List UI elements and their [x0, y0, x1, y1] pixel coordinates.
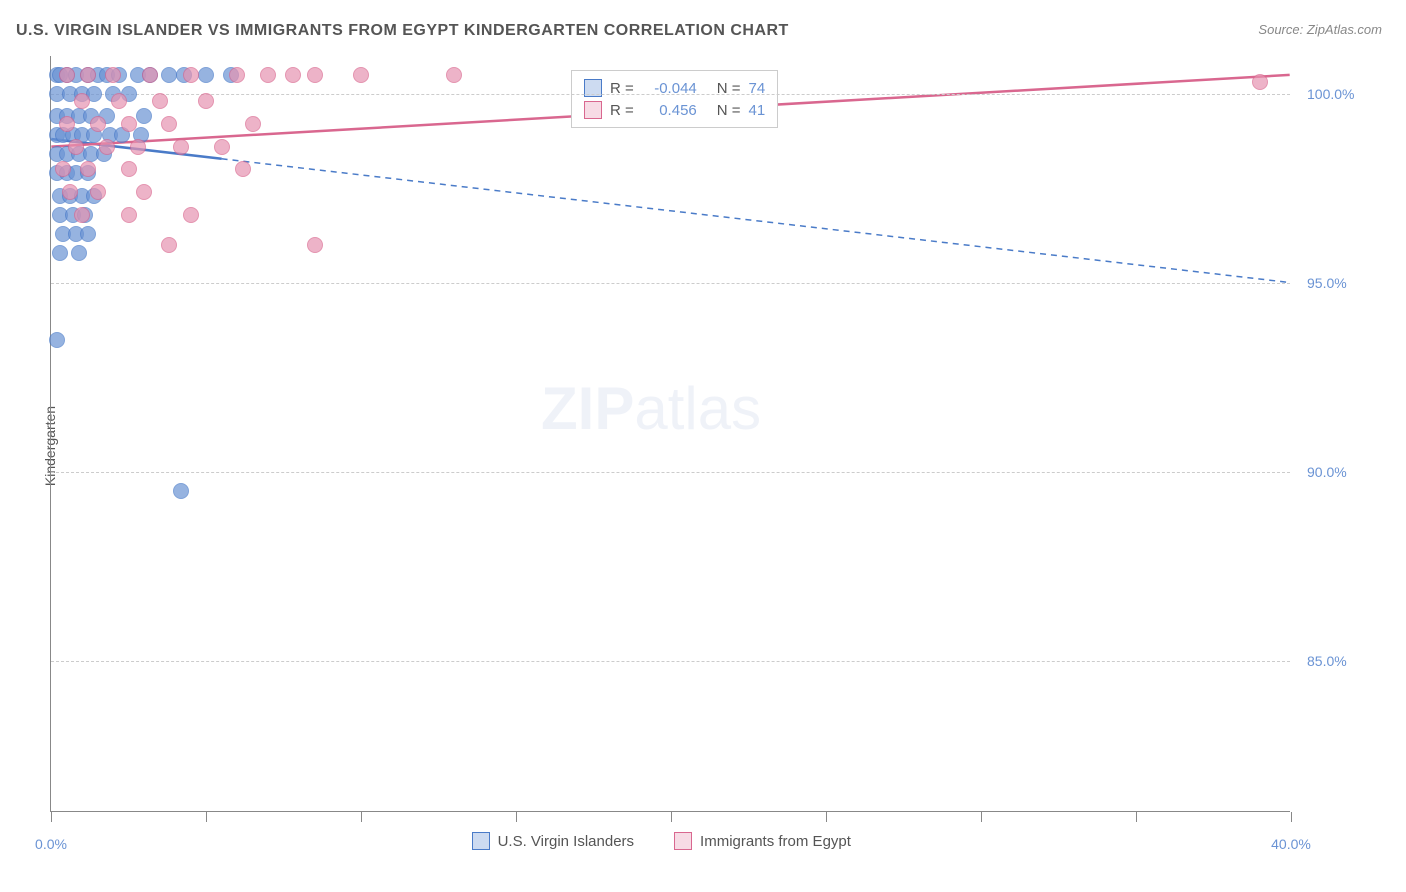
- r-label: R =: [610, 102, 634, 119]
- legend-swatch-usvi: [472, 832, 490, 850]
- data-point-egypt: [74, 207, 90, 223]
- chart-container: U.S. VIRGIN ISLANDER VS IMMIGRANTS FROM …: [0, 0, 1406, 892]
- source-label: Source:: [1258, 22, 1303, 37]
- x-tick-mark: [1291, 812, 1292, 822]
- x-tick-mark: [1136, 812, 1137, 822]
- data-point-egypt: [307, 237, 323, 253]
- data-point-egypt: [130, 139, 146, 155]
- data-point-egypt: [260, 67, 276, 83]
- data-point-usvi: [173, 483, 189, 499]
- y-tick-label: 90.0%: [1307, 464, 1347, 480]
- data-point-egypt: [121, 161, 137, 177]
- correlation-legend: R =-0.044N =74 R = 0.456 N = 41: [571, 70, 778, 128]
- data-point-egypt: [99, 139, 115, 155]
- data-point-egypt: [74, 93, 90, 109]
- data-point-egypt: [90, 116, 106, 132]
- data-point-egypt: [68, 139, 84, 155]
- chart-title: U.S. VIRGIN ISLANDER VS IMMIGRANTS FROM …: [16, 22, 789, 40]
- data-point-egypt: [161, 116, 177, 132]
- data-point-egypt: [161, 237, 177, 253]
- data-point-egypt: [198, 93, 214, 109]
- data-point-egypt: [173, 139, 189, 155]
- data-point-egypt: [229, 67, 245, 83]
- data-point-usvi: [71, 245, 87, 261]
- legend-item-usvi: U.S. Virgin Islanders: [472, 832, 634, 850]
- correlation-row-usvi: R =-0.044N =74: [584, 77, 765, 99]
- legend-swatch-egypt: [584, 101, 602, 119]
- data-point-egypt: [80, 67, 96, 83]
- plot-area: ZIPatlas R =-0.044N =74R =0.456N =41 85.…: [50, 56, 1290, 812]
- r-value-egypt: 0.456: [642, 102, 697, 119]
- data-point-egypt: [121, 116, 137, 132]
- data-point-usvi: [136, 108, 152, 124]
- data-point-egypt: [285, 67, 301, 83]
- n-value-egypt: 41: [749, 102, 766, 119]
- data-point-egypt: [55, 161, 71, 177]
- data-point-egypt: [183, 207, 199, 223]
- data-point-egypt: [121, 207, 137, 223]
- x-tick-label: 0.0%: [35, 836, 67, 852]
- data-point-egypt: [105, 67, 121, 83]
- data-point-egypt: [136, 184, 152, 200]
- x-tick-mark: [516, 812, 517, 822]
- data-point-egypt: [152, 93, 168, 109]
- data-point-egypt: [353, 67, 369, 83]
- gridline: [51, 472, 1290, 473]
- correlation-row-egypt: R = 0.456 N = 41: [584, 99, 765, 121]
- data-point-egypt: [214, 139, 230, 155]
- gridline: [51, 661, 1290, 662]
- data-point-usvi: [49, 332, 65, 348]
- x-tick-mark: [981, 812, 982, 822]
- data-point-egypt: [59, 116, 75, 132]
- gridline: [51, 94, 1290, 95]
- trend-line-dashed-usvi: [222, 159, 1290, 283]
- x-tick-label: 40.0%: [1271, 836, 1311, 852]
- data-point-egypt: [111, 93, 127, 109]
- data-point-egypt: [142, 67, 158, 83]
- data-point-egypt: [62, 184, 78, 200]
- n-label: N =: [717, 102, 741, 119]
- data-point-usvi: [161, 67, 177, 83]
- data-point-egypt: [245, 116, 261, 132]
- x-tick-mark: [671, 812, 672, 822]
- x-tick-mark: [206, 812, 207, 822]
- data-point-egypt: [183, 67, 199, 83]
- x-tick-mark: [361, 812, 362, 822]
- data-point-usvi: [80, 226, 96, 242]
- data-point-egypt: [307, 67, 323, 83]
- y-tick-label: 85.0%: [1307, 653, 1347, 669]
- data-point-egypt: [59, 67, 75, 83]
- y-tick-label: 100.0%: [1307, 86, 1354, 102]
- legend-swatch-egypt: [674, 832, 692, 850]
- data-point-usvi: [198, 67, 214, 83]
- legend-label-usvi: U.S. Virgin Islanders: [498, 833, 634, 850]
- series-legend: U.S. Virgin Islanders Immigrants from Egy…: [472, 832, 851, 850]
- x-tick-mark: [826, 812, 827, 822]
- data-point-egypt: [80, 161, 96, 177]
- x-tick-mark: [51, 812, 52, 822]
- source-attribution: Source: ZipAtlas.com: [1258, 22, 1382, 37]
- data-point-egypt: [1252, 74, 1268, 90]
- legend-label-egypt: Immigrants from Egypt: [700, 833, 851, 850]
- data-point-egypt: [235, 161, 251, 177]
- data-point-egypt: [90, 184, 106, 200]
- data-point-usvi: [52, 245, 68, 261]
- y-tick-label: 95.0%: [1307, 275, 1347, 291]
- data-point-egypt: [446, 67, 462, 83]
- legend-item-egypt: Immigrants from Egypt: [674, 832, 851, 850]
- gridline: [51, 283, 1290, 284]
- source-name: ZipAtlas.com: [1307, 22, 1382, 37]
